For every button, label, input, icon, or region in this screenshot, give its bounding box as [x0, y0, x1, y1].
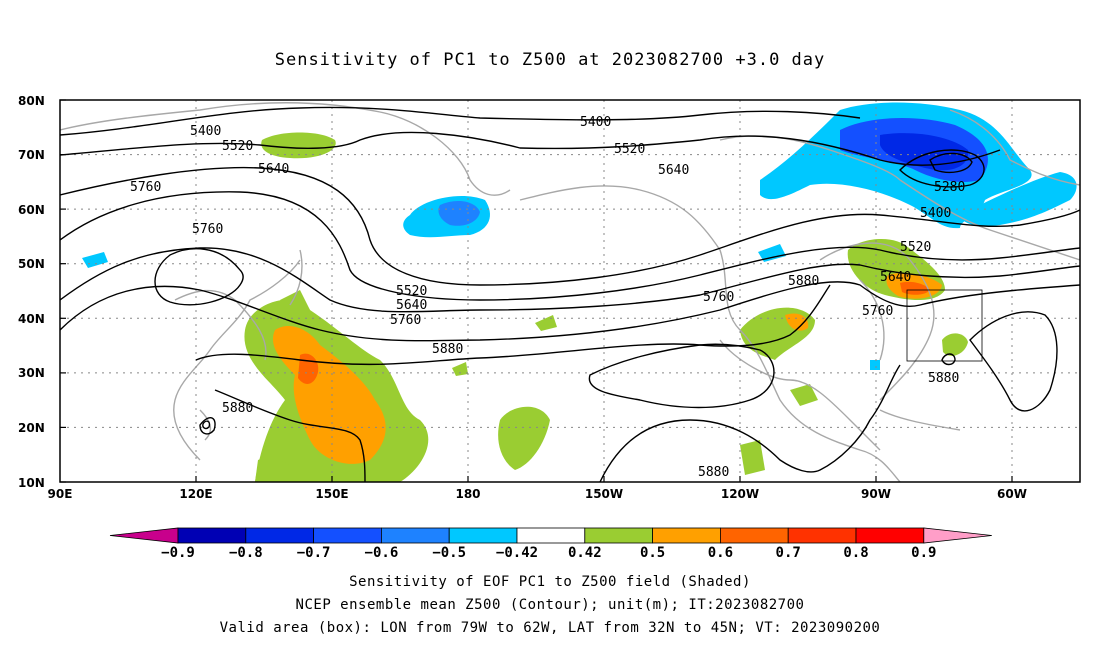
colorbar-label: −0.9: [161, 545, 195, 561]
colorbar-label: −0.7: [297, 545, 331, 561]
caption-contour: NCEP ensemble mean Z500 (Contour); unit(…: [295, 597, 805, 613]
negative-patch-small-2: [758, 244, 786, 262]
z500-contours: [60, 106, 1080, 482]
positive-patch-central-pacific-2: [452, 362, 468, 376]
negative-area-east-atlantic: [960, 172, 1077, 227]
contour-label: 5520: [614, 142, 645, 157]
positive-patch-gulf: [790, 384, 818, 406]
positive-area-siberia: [261, 132, 336, 159]
contour-label: 5640: [658, 163, 689, 178]
contour-label: 5880: [222, 401, 253, 416]
colorbar-label: 0.42: [568, 545, 602, 561]
contour-label: 5880: [928, 371, 959, 386]
colorbar-label: 0.9: [911, 545, 936, 561]
lat-label: 70N: [18, 148, 45, 162]
caption-shaded: Sensitivity of EOF PC1 to Z500 field (Sh…: [349, 574, 751, 590]
colorbar-segment: [245, 527, 315, 544]
contour-label: 5400: [580, 115, 611, 130]
colorbar-label: 0.5: [640, 545, 665, 561]
positive-area-atlantic-box: [942, 333, 968, 356]
positive-area-mexico: [740, 307, 815, 360]
colorbar-label: −0.42: [496, 545, 538, 561]
lat-label: 50N: [18, 257, 45, 271]
lat-label: 80N: [18, 94, 45, 108]
contour-label: 5760: [862, 304, 893, 319]
colorbar-segment: [720, 527, 789, 544]
lat-label: 60N: [18, 203, 45, 217]
valid-area-box: [906, 289, 983, 362]
colorbar-end-left: [109, 527, 179, 544]
contour-label: 5880: [698, 465, 729, 480]
colorbar-label: −0.8: [229, 545, 263, 561]
lat-label: 40N: [18, 312, 45, 326]
lat-label: 10N: [18, 476, 45, 490]
positive-patch-central-pacific-3: [498, 406, 550, 470]
colorbar-segment: [380, 527, 450, 544]
negative-patch-small-1: [82, 252, 108, 268]
colorbar-segment: [584, 527, 653, 544]
contour-label: 5520: [396, 284, 427, 299]
lon-label: 150E: [315, 487, 348, 501]
latitude-labels: 80N 70N 60N 50N 40N 30N 20N 10N: [18, 94, 45, 490]
negative-patch-small-3: [870, 360, 880, 370]
colorbar-segment: [177, 527, 247, 544]
map-area: 5400 5520 5640 5760 5760 5880 5520 5640 …: [60, 100, 1080, 482]
colorbar-label: 0.8: [843, 545, 868, 561]
colorbar-label: −0.5: [432, 545, 466, 561]
lon-label: 60W: [997, 487, 1027, 501]
colorbar-segment: [652, 527, 721, 544]
contour-labels: 5400 5520 5640 5760 5760 5880 5520 5640 …: [130, 115, 965, 480]
positive-area-mexico-core: [785, 313, 809, 331]
contour-label: 5280: [934, 180, 965, 195]
positive-area-great-lakes-red: [900, 281, 930, 295]
sensitivity-shading: [82, 102, 1077, 482]
caption-valid-area: Valid area (box): LON from 79W to 62W, L…: [219, 620, 881, 636]
colorbar-end-right: [923, 527, 992, 544]
lon-label: 90W: [861, 487, 891, 501]
colorbar-segment: [787, 527, 857, 544]
contour-label: 5880: [432, 342, 463, 357]
contour-label: 5760: [390, 313, 421, 328]
map-frame: [59, 99, 1081, 483]
contour-label: 5520: [900, 240, 931, 255]
lon-label: 150W: [585, 487, 623, 501]
lat-label: 20N: [18, 421, 45, 435]
colorbar-label: −0.6: [365, 545, 399, 561]
positive-patch-nw-pacific: [280, 290, 310, 316]
negative-area-north-atlantic-deep: [880, 133, 969, 171]
colorbar-segment: [516, 527, 586, 544]
colorbar-segment: [448, 527, 518, 544]
contour-label: 5880: [788, 274, 819, 289]
chart-title: Sensitivity of PC1 to Z500 at 2023082700…: [274, 50, 826, 70]
lon-label: 120E: [179, 487, 212, 501]
lon-label: 180: [455, 487, 480, 501]
contour-label: 5640: [396, 298, 427, 313]
lon-label: 120W: [721, 487, 759, 501]
grid-lines: [60, 100, 1080, 482]
contour-label: 5400: [920, 206, 951, 221]
contour-label: 5640: [880, 270, 911, 285]
colorbar-label: 0.7: [776, 545, 801, 561]
colorbar: −0.9 −0.8 −0.7 −0.6 −0.5 −0.42 0.42 0.5 0.6 0.7 0.…: [109, 527, 992, 561]
contour-label: 5760: [192, 222, 223, 237]
longitude-labels: 90E 120E 150E 180 150W 120W 90W 60W: [48, 487, 1027, 501]
colorbar-segment: [313, 527, 382, 544]
positive-patch-caribbean: [740, 440, 765, 475]
positive-patch-central-pacific-1: [535, 315, 557, 331]
positive-area-south: [255, 458, 300, 482]
contour-label: 5640: [258, 162, 289, 177]
colorbar-segment: [855, 527, 925, 544]
lat-label: 30N: [18, 366, 45, 380]
contour-label: 5400: [190, 124, 221, 139]
negative-area-north-pacific-core: [438, 200, 480, 226]
contour-label: 5760: [703, 290, 734, 305]
contour-label: 5760: [130, 180, 161, 195]
lon-label: 90E: [48, 487, 73, 501]
colorbar-label: 0.6: [708, 545, 733, 561]
axis-ticks: [60, 99, 1013, 483]
contour-label: 5520: [222, 139, 253, 154]
